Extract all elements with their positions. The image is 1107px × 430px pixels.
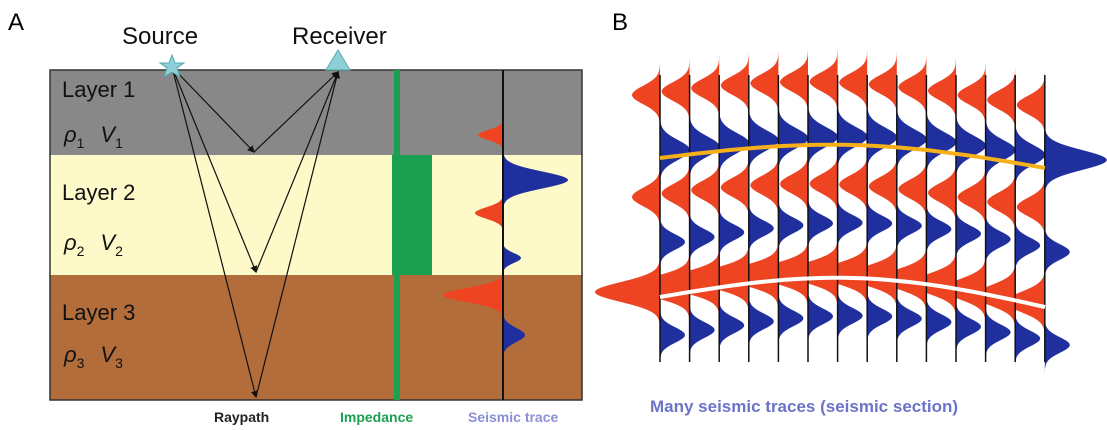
seismic-section: [595, 43, 1107, 378]
wavelet-lobe: [780, 43, 808, 121]
figure: A B Layer 1 Layer 2 Layer 3 ρ1V1 ρ2V2 ρ3…: [0, 0, 1107, 430]
wavelet-lobe: [926, 100, 956, 184]
receiver-label: Receiver: [292, 23, 387, 50]
wavelet-lobe: [808, 283, 833, 349]
layer-label: Layer 1: [62, 77, 135, 102]
wavelet-lobe: [662, 52, 690, 130]
wavelet-lobe: [690, 297, 715, 363]
wavelet-lobe: [1045, 219, 1070, 285]
wavelet-lobe: [838, 190, 863, 256]
wavelet-lobe: [778, 192, 803, 258]
wavelet-lobe: [632, 56, 660, 134]
wavelet-lobe: [898, 48, 926, 126]
layer-label: Layer 2: [62, 180, 135, 205]
panel-label: A: [8, 9, 24, 36]
wavelet-lobe: [958, 56, 986, 134]
wavelet-lobe: [660, 302, 685, 368]
wavelet-lobe: [897, 97, 927, 181]
wavelet-lobe: [721, 46, 749, 124]
wavelet-lobe: [808, 190, 833, 256]
wavelet-lobe: [1045, 312, 1070, 378]
wavelet-lobe: [778, 285, 803, 351]
wavelet-lobe: [956, 104, 986, 188]
wavelet-lobe: [780, 145, 808, 223]
receiver-icon: [326, 50, 350, 70]
wavelet-lobe: [719, 199, 744, 265]
legend-seismic-trace: Seismic trace: [468, 409, 558, 425]
wavelet-lobe: [691, 49, 719, 127]
wavelet-lobe: [869, 45, 897, 123]
panel-label: B: [612, 9, 628, 36]
wavelet-lobe: [660, 209, 685, 275]
wavelet-lobe: [928, 52, 956, 130]
wavelet-lobe: [719, 292, 744, 358]
wavelet-lobe: [749, 288, 774, 354]
section-caption: Many seismic traces (seismic section): [650, 397, 958, 416]
wavelet-lobe: [1045, 118, 1107, 202]
wavelet-lobe: [838, 283, 863, 349]
legend-raypath: Raypath: [214, 409, 269, 425]
layer-label: Layer 3: [62, 300, 135, 325]
wavelet-lobe: [986, 108, 1016, 192]
wavelet-lobe: [987, 61, 1015, 139]
wavelet-lobe: [810, 43, 838, 121]
wavelet-lobe: [749, 195, 774, 261]
wavelet-lobe: [839, 44, 867, 122]
wavelet-lobe: [750, 44, 778, 122]
wavelet-lobe: [1015, 212, 1040, 278]
wavelet-lobe: [632, 158, 660, 236]
wavelet-lobe: [690, 204, 715, 270]
impedance-log: [392, 155, 432, 275]
wavelet-lobe: [867, 96, 897, 180]
wavelet-lobe: [1017, 66, 1045, 144]
source-label: Source: [122, 23, 198, 50]
legend-impedance: Impedance: [340, 409, 413, 425]
wavelet-lobe: [1015, 113, 1045, 197]
wavelet-lobe: [838, 95, 868, 179]
